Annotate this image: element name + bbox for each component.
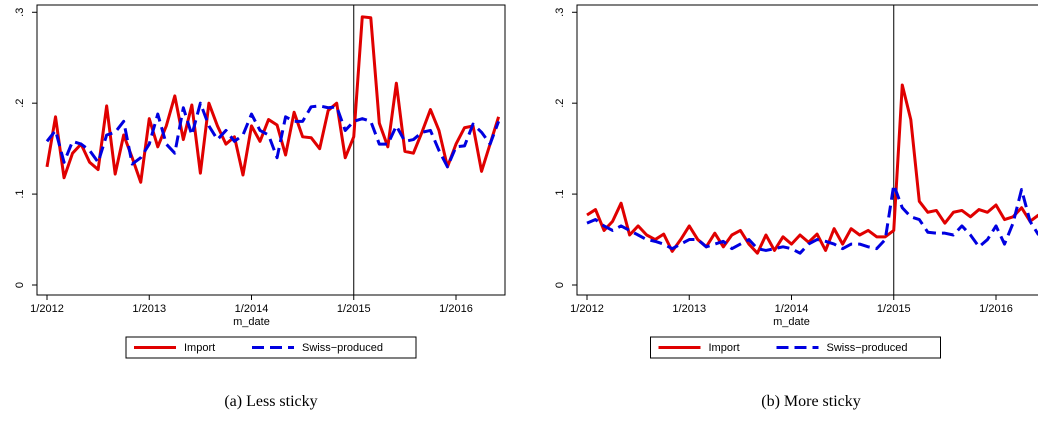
y-tick-label: 0 bbox=[554, 282, 566, 288]
x-tick-label: 1/2014 bbox=[775, 303, 809, 315]
series-line bbox=[45, 15, 501, 184]
y-tick-label: 0 bbox=[14, 282, 26, 288]
plot-frame bbox=[576, 4, 1038, 296]
x-tick-label: 1/2016 bbox=[979, 303, 1013, 315]
panel: 0 .1 .2 .3 1/2012 1/2013 1/2014 1/2015 1/2016 m_d… bbox=[554, 4, 1038, 410]
series-line bbox=[586, 183, 1038, 255]
x-tick-label: 1/2015 bbox=[877, 303, 911, 315]
series-line bbox=[45, 101, 501, 169]
x-tick-label: 1/2013 bbox=[672, 303, 706, 315]
series-line bbox=[586, 83, 1038, 255]
panel: 0 .1 .2 .3 1/2012 1/2013 1/2014 1/2015 1/2016 m_d… bbox=[14, 4, 506, 410]
x-tick-label: 1/2016 bbox=[439, 303, 473, 315]
x-axis-title: m_date bbox=[233, 316, 270, 328]
y-tick-label: .2 bbox=[554, 99, 566, 108]
x-tick-label: 1/2014 bbox=[235, 303, 269, 315]
y-tick-label: .1 bbox=[554, 189, 566, 198]
plot-frame bbox=[36, 4, 506, 296]
legend-label: Swiss−produced bbox=[302, 342, 383, 354]
x-tick-label: 1/2015 bbox=[337, 303, 371, 315]
legend-label: Import bbox=[709, 342, 740, 354]
y-tick-label: .3 bbox=[14, 8, 26, 17]
legend-label: Swiss−produced bbox=[827, 342, 908, 354]
x-tick-label: 1/2012 bbox=[30, 303, 64, 315]
caption: (a) Less sticky bbox=[224, 393, 317, 410]
y-tick-label: .2 bbox=[14, 99, 26, 108]
legend-label: Import bbox=[184, 342, 215, 354]
caption: (b) More sticky bbox=[761, 393, 861, 410]
y-tick-label: .1 bbox=[14, 189, 26, 198]
x-tick-label: 1/2012 bbox=[570, 303, 604, 315]
y-tick-label: .3 bbox=[554, 8, 566, 17]
x-tick-label: 1/2013 bbox=[132, 303, 166, 315]
x-axis-title: m_date bbox=[773, 316, 810, 328]
